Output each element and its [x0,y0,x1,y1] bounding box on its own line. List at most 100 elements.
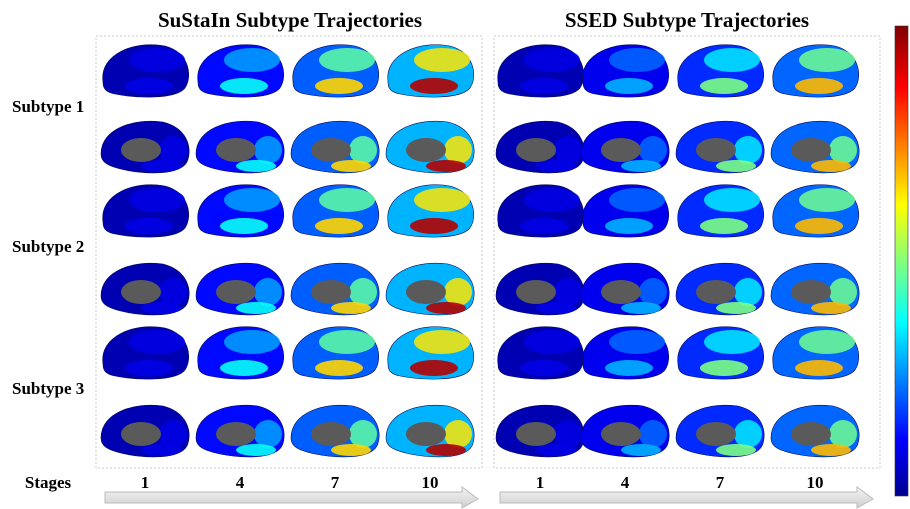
brain-region [349,420,377,448]
brain-region [444,278,472,306]
brain-region [536,160,576,172]
brain-core [516,280,556,304]
brain-region [141,444,181,456]
brain-region [410,360,458,376]
brain-core [696,138,736,162]
brain-region [159,420,187,448]
brain-region [414,48,470,72]
brain-region [414,330,470,354]
brain-core [696,422,736,446]
brain-region [799,48,855,72]
brain-region [426,160,466,172]
brain-region [220,78,268,94]
stage-label: 10 [807,473,824,492]
brain-region [700,78,748,94]
brain-region [829,136,857,164]
brain-region [554,278,582,306]
brain-region [700,218,748,234]
stages-label: Stages [25,473,72,492]
brain-core [696,280,736,304]
row-label: Subtype 2 [12,237,84,256]
stage-label: 7 [716,473,725,492]
brain-region [220,218,268,234]
brain-region [129,188,185,212]
brain-region [331,302,371,314]
brain-region [524,330,580,354]
brain-region [605,218,653,234]
brain-region [795,218,843,234]
brain-core [121,422,161,446]
brain-core [216,138,256,162]
brain-core [406,422,446,446]
stage-label: 1 [536,473,545,492]
brain-region [704,330,760,354]
brain-region [224,188,280,212]
stage-label: 4 [236,473,245,492]
brain-region [554,136,582,164]
brain-region [704,48,760,72]
brain-region [141,160,181,172]
brain-region [224,330,280,354]
stage-label: 1 [141,473,150,492]
brain-core [121,138,161,162]
brain-region [621,160,661,172]
brain-region [639,278,667,306]
brain-core [516,422,556,446]
brain-region [799,188,855,212]
brain-core [311,422,351,446]
panel-title: SuStaIn Subtype Trajectories [158,8,422,32]
brain-region [621,444,661,456]
brain-region [426,444,466,456]
brain-region [254,136,282,164]
brain-region [349,136,377,164]
panel-title: SSED Subtype Trajectories [565,8,809,32]
panel-frame [96,36,482,468]
brain-region [520,78,568,94]
brain-core [216,280,256,304]
brain-region [125,78,173,94]
brain-region [716,160,756,172]
brain-region [734,278,762,306]
brain-region [254,420,282,448]
brain-core [601,422,641,446]
brain-region [524,48,580,72]
brain-region [716,302,756,314]
brain-region [520,218,568,234]
brain-region [520,360,568,376]
brain-region [444,420,472,448]
brain-region [554,420,582,448]
brain-core [311,280,351,304]
brain-core [406,280,446,304]
brain-region [319,48,375,72]
brain-region [129,48,185,72]
brain-region [609,330,665,354]
brain-region [811,444,851,456]
colorbar [895,26,908,496]
brain-region [236,444,276,456]
brain-region [811,302,851,314]
brain-region [444,136,472,164]
brain-region [734,420,762,448]
figure: SuStaIn Subtype Trajectories SSED Subtyp… [0,0,910,509]
brain-region [609,48,665,72]
brain-core [406,138,446,162]
brain-region [536,444,576,456]
brain-region [700,360,748,376]
brain-region [734,136,762,164]
brain-region [639,420,667,448]
brain-region [236,302,276,314]
brain-region [795,78,843,94]
brain-region [331,160,371,172]
brain-region [829,420,857,448]
brain-region [315,360,363,376]
brain-region [829,278,857,306]
brain-region [159,278,187,306]
brain-core [311,138,351,162]
brain-region [315,218,363,234]
brain-region [524,188,580,212]
brain-region [319,188,375,212]
stage-label: 4 [621,473,630,492]
brain-region [125,360,173,376]
brain-core [121,280,161,304]
brain-region [795,360,843,376]
